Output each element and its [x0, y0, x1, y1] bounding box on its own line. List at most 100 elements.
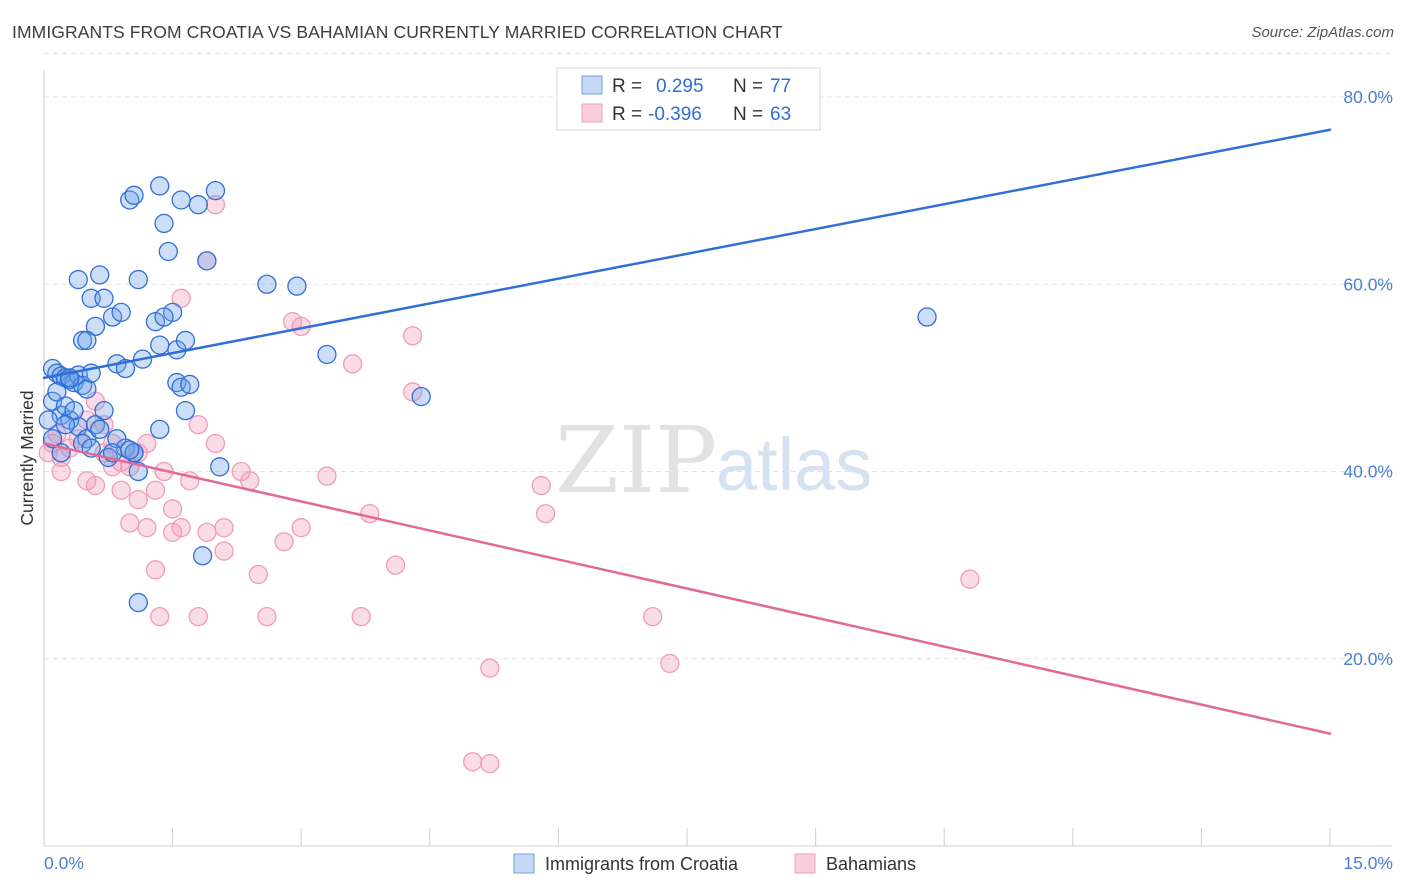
bahamians-point-30	[205, 433, 226, 454]
croatia-point-66	[257, 274, 277, 294]
croatia-point-65	[197, 251, 217, 271]
croatia-point-25	[90, 419, 110, 440]
y-tick-label-20: 20.0%	[1343, 649, 1393, 669]
croatia-point-47	[128, 269, 148, 290]
croatia-point-68	[317, 344, 337, 365]
axes	[43, 70, 1392, 847]
croatia-trend-line	[42, 128, 1332, 380]
croatia-point-20	[47, 382, 67, 402]
legend-box: R = 0.295 N = 77 R = -0.396 N = 63	[556, 67, 821, 131]
croatia-point-64	[158, 241, 178, 262]
bottom-legend-label-bahamians: Bahamians	[826, 854, 916, 874]
croatia-point-35	[90, 265, 110, 285]
gridlines	[44, 52, 1392, 660]
watermark: ZIP atlas	[555, 407, 872, 514]
croatia-point-37	[85, 316, 106, 337]
legend-n-label-1: N =	[733, 76, 763, 97]
y-tick-label-80: 80.0%	[1343, 87, 1393, 107]
bahamians-point-35	[205, 195, 226, 215]
bahamians-point-39	[403, 326, 423, 346]
croatia-point-54	[128, 461, 148, 482]
x-tick-label-max: 15.0%	[1343, 853, 1393, 873]
legend-swatch-bahamians	[581, 103, 603, 123]
bottom-legend-swatch-bahamians	[794, 853, 816, 874]
bahamians-point-27	[188, 606, 208, 627]
croatia-point-16	[94, 400, 114, 421]
croatia-point-19	[38, 410, 58, 430]
bahamians-point-41	[248, 564, 268, 585]
trend-lines	[42, 128, 1332, 735]
bottom-legend-swatch-croatia	[513, 853, 535, 874]
x-tick-label-min: 0.0%	[44, 853, 84, 873]
croatia-point-30	[68, 269, 88, 290]
croatia-point-46	[150, 335, 170, 355]
bahamians-point-44	[291, 518, 311, 538]
bahamians-point-19	[120, 513, 140, 533]
bahamians-point-23	[197, 522, 217, 543]
croatia-point-48	[154, 307, 174, 327]
bahamians-point-24	[214, 518, 234, 538]
bahamians-point-45	[317, 466, 337, 486]
croatia-point-32	[94, 288, 114, 308]
croatia-point-69	[210, 457, 230, 477]
croatia-point-72	[411, 386, 431, 407]
source-label: Source: ZipAtlas.com	[1251, 24, 1394, 41]
croatia-point-36	[72, 330, 93, 351]
croatia-point-73	[917, 307, 937, 327]
bahamians-point-51	[480, 658, 500, 678]
y-axis-title: Currently Married	[17, 390, 37, 525]
legend-n-label-2: N =	[733, 104, 763, 125]
legend-r-value-1: 0.295	[656, 76, 704, 97]
bahamians-point-60	[85, 475, 106, 496]
bahamians-point-28	[214, 541, 234, 561]
bahamians-point-53	[480, 753, 500, 774]
bahamians-point-43	[274, 532, 294, 552]
croatia-point-60	[171, 190, 191, 210]
bahamians-point-38	[342, 354, 363, 374]
legend-r-label-1: R =	[612, 76, 642, 97]
croatia-point-22	[64, 400, 84, 421]
bahamians-point-18	[162, 499, 183, 519]
croatia-point-56	[120, 440, 140, 460]
bahamians-point-52	[463, 752, 483, 772]
x-ticks	[43, 828, 1331, 846]
legend-r-label-2: R =	[612, 104, 642, 125]
bahamians-point-49	[531, 475, 551, 496]
croatia-point-70	[192, 546, 213, 566]
bahamians-point-46	[360, 503, 380, 524]
croatia-point-62	[205, 180, 226, 201]
bahamians-trend-line	[42, 442, 1332, 735]
bahamians-point-20	[137, 518, 157, 538]
legend-r-value-2: -0.396	[648, 104, 702, 125]
bottom-legend-label-croatia: Immigrants from Croatia	[545, 854, 739, 874]
watermark-atlas: atlas	[716, 423, 872, 506]
bahamians-point-22	[171, 518, 191, 538]
bahamians-point-29	[188, 415, 208, 435]
bahamians-point-33	[171, 288, 191, 308]
croatia-point-52	[175, 400, 196, 421]
croatia-point-76	[55, 415, 76, 435]
croatia-point-8	[77, 379, 97, 399]
bahamians-point-48	[385, 555, 406, 575]
watermark-zip: ZIP	[555, 407, 717, 514]
legend-n-value-1: 77	[770, 76, 791, 97]
bahamians-point-25	[145, 560, 166, 580]
y-tick-label-60: 60.0%	[1343, 274, 1393, 294]
bahamians-point-42	[257, 606, 277, 627]
bahamians-point-17	[145, 480, 166, 500]
croatia-point-51	[180, 374, 200, 395]
croatia-point-67	[287, 276, 307, 296]
legend-n-value-2: 63	[770, 104, 791, 125]
croatia-point-61	[188, 195, 208, 215]
series-croatia-points	[38, 176, 937, 613]
bahamians-point-50	[535, 503, 556, 524]
chart-title: IMMIGRANTS FROM CROATIA VS BAHAMIAN CURR…	[12, 22, 783, 42]
bahamians-point-15	[111, 480, 131, 500]
bahamians-point-16	[128, 489, 148, 510]
bahamians-point-61	[51, 461, 71, 482]
croatia-point-59	[150, 176, 170, 196]
y-tick-label-40: 40.0%	[1343, 462, 1393, 482]
croatia-point-45	[175, 330, 196, 351]
legend-swatch-croatia	[581, 75, 603, 95]
